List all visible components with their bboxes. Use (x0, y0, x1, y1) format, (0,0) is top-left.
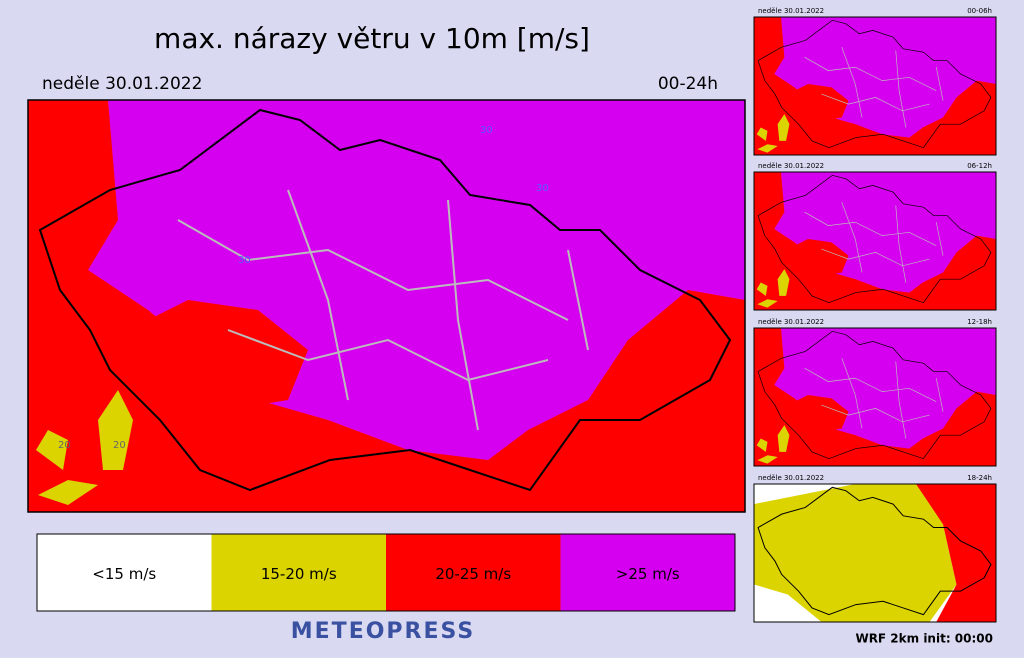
panel-date: neděle 30.01.2022 (758, 474, 824, 482)
contour-label: 30 (480, 125, 493, 136)
panel-border (753, 171, 997, 311)
contour-label: 20 (113, 440, 126, 451)
panel-map-art (753, 16, 997, 156)
panel-border (753, 327, 997, 467)
panel-period: 06-12h (967, 162, 992, 170)
panel-period: 00-06h (967, 7, 992, 15)
legend-swatch (386, 534, 561, 611)
title: max. nárazy větru v 10m [m/s] (154, 22, 590, 55)
legend-swatch (37, 534, 212, 611)
period: 00-24h (658, 74, 718, 94)
legend-label: 20-25 m/s (435, 565, 511, 583)
legend-border (36, 533, 736, 612)
legend-swatch (560, 534, 735, 611)
contour-label: 20 (58, 440, 71, 451)
main-map: 30 30 30 20 20 (27, 99, 746, 513)
panel-period: 12-18h (967, 318, 992, 326)
panel-border (753, 483, 997, 623)
panel-map-art (753, 483, 997, 623)
contour-label: 30 (238, 255, 251, 266)
panel-date: neděle 30.01.2022 (758, 162, 824, 170)
panel-map (753, 171, 997, 311)
panel-border (753, 16, 997, 156)
legend-label: 15-20 m/s (261, 565, 337, 583)
brand: METEOPRESS (291, 619, 475, 644)
date: neděle 30.01.2022 (42, 74, 202, 94)
panel-map (753, 327, 997, 467)
legend: <15 m/s 15-20 m/s 20-25 m/s >25 m/s (36, 533, 736, 612)
panel-map (753, 16, 997, 156)
panel-map-art (753, 327, 997, 467)
panel-map-art (753, 171, 997, 311)
panel-date: neděle 30.01.2022 (758, 318, 824, 326)
legend-label: <15 m/s (92, 565, 156, 583)
legend-label: >25 m/s (616, 565, 680, 583)
footer: WRF 2km init: 00:00 (855, 632, 993, 646)
panel-date: neděle 30.01.2022 (758, 7, 824, 15)
contour-label: 30 (536, 183, 549, 194)
panels: neděle 30.01.2022 00-06h neděle 30.01.2022… (753, 7, 997, 623)
legend-swatch (211, 534, 386, 611)
panel-period: 18-24h (967, 474, 992, 482)
panel-map (753, 483, 997, 623)
